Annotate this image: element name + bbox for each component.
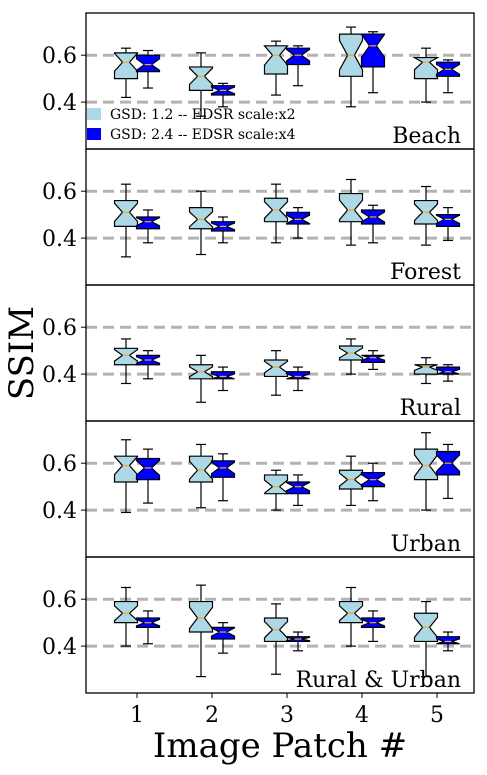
box-series-1	[413, 364, 439, 375]
panel-label: Beach	[392, 124, 461, 149]
y-tick-label: 0.4	[42, 227, 77, 252]
box-series-1	[113, 600, 139, 624]
box-series-1	[263, 474, 289, 495]
x-tick-label: 1	[130, 703, 144, 728]
x-tick-label: 3	[280, 703, 294, 728]
panel-label: Urban	[391, 532, 461, 557]
box-series-2	[360, 354, 386, 363]
panel-label: Rural & Urban	[296, 668, 461, 693]
box-series-1	[113, 347, 139, 366]
x-tick-label: 4	[355, 703, 369, 728]
y-tick-label: 0.6	[42, 316, 77, 341]
legend-swatch	[87, 108, 101, 120]
box-series-2	[360, 33, 386, 68]
box-series-2	[135, 216, 161, 230]
legend-swatch	[87, 128, 101, 140]
legend: GSD: 1.2 -- EDSR scale:x2 GSD: 2.4 -- EDS…	[87, 107, 296, 143]
legend-label: GSD: 1.2 -- EDSR scale:x2	[110, 107, 295, 123]
y-axis-title: SSIM	[2, 306, 42, 400]
box-series-2	[210, 626, 236, 640]
box-series-1	[338, 192, 364, 223]
panel-beach: 0.6 0.4 Beach	[42, 12, 475, 150]
x-axis-title: Image Patch #	[153, 726, 407, 766]
panel-forest: 0.6 0.4 Forest	[42, 148, 475, 286]
y-tick-label: 0.6	[42, 180, 77, 205]
box-series-1	[113, 52, 139, 80]
y-tick-label: 0.4	[42, 499, 77, 524]
panel-urban: 0.6 0.4 Urban	[42, 420, 475, 558]
box-series-2	[285, 47, 311, 66]
y-tick-label: 0.4	[42, 635, 77, 660]
box-series-1	[113, 199, 139, 227]
y-tick-label: 0.4	[42, 91, 77, 116]
x-tick-label: 5	[430, 703, 444, 728]
y-tick-label: 0.6	[42, 44, 77, 69]
box-series-1	[263, 359, 289, 378]
box-series-2	[435, 636, 461, 645]
box-series-2	[210, 460, 236, 478]
panel-frame	[85, 556, 475, 694]
panel-label: Forest	[390, 260, 461, 285]
panel-rural-urban: 0.6 0.4 Rural & Urban	[42, 556, 475, 694]
y-tick-label: 0.4	[42, 363, 77, 388]
box-series-2	[285, 371, 311, 380]
box-series-2	[135, 54, 161, 73]
y-tick-label: 0.6	[42, 588, 77, 613]
panel-rural: 0.6 0.4 Rural	[42, 284, 475, 422]
legend-label: GSD: 2.4 -- EDSR scale:x4	[110, 127, 296, 143]
box-series-2	[135, 457, 161, 481]
box-series-2	[285, 481, 311, 495]
panel-label: Rural	[400, 396, 461, 421]
x-tick-label: 2	[205, 703, 219, 728]
y-tick-label: 0.6	[42, 452, 77, 477]
box-series-1	[188, 66, 214, 91]
box-series-1	[412, 56, 440, 80]
box-series-2	[435, 366, 461, 375]
box-series-1	[188, 600, 214, 633]
box-series-1	[338, 600, 364, 624]
box-series-2	[435, 214, 461, 227]
box-series-1	[263, 45, 289, 75]
box-series-1	[113, 455, 139, 483]
box-series-2	[285, 211, 311, 225]
box-series-1	[188, 455, 214, 483]
box-series-2	[210, 371, 236, 380]
box-series-1	[188, 207, 214, 230]
